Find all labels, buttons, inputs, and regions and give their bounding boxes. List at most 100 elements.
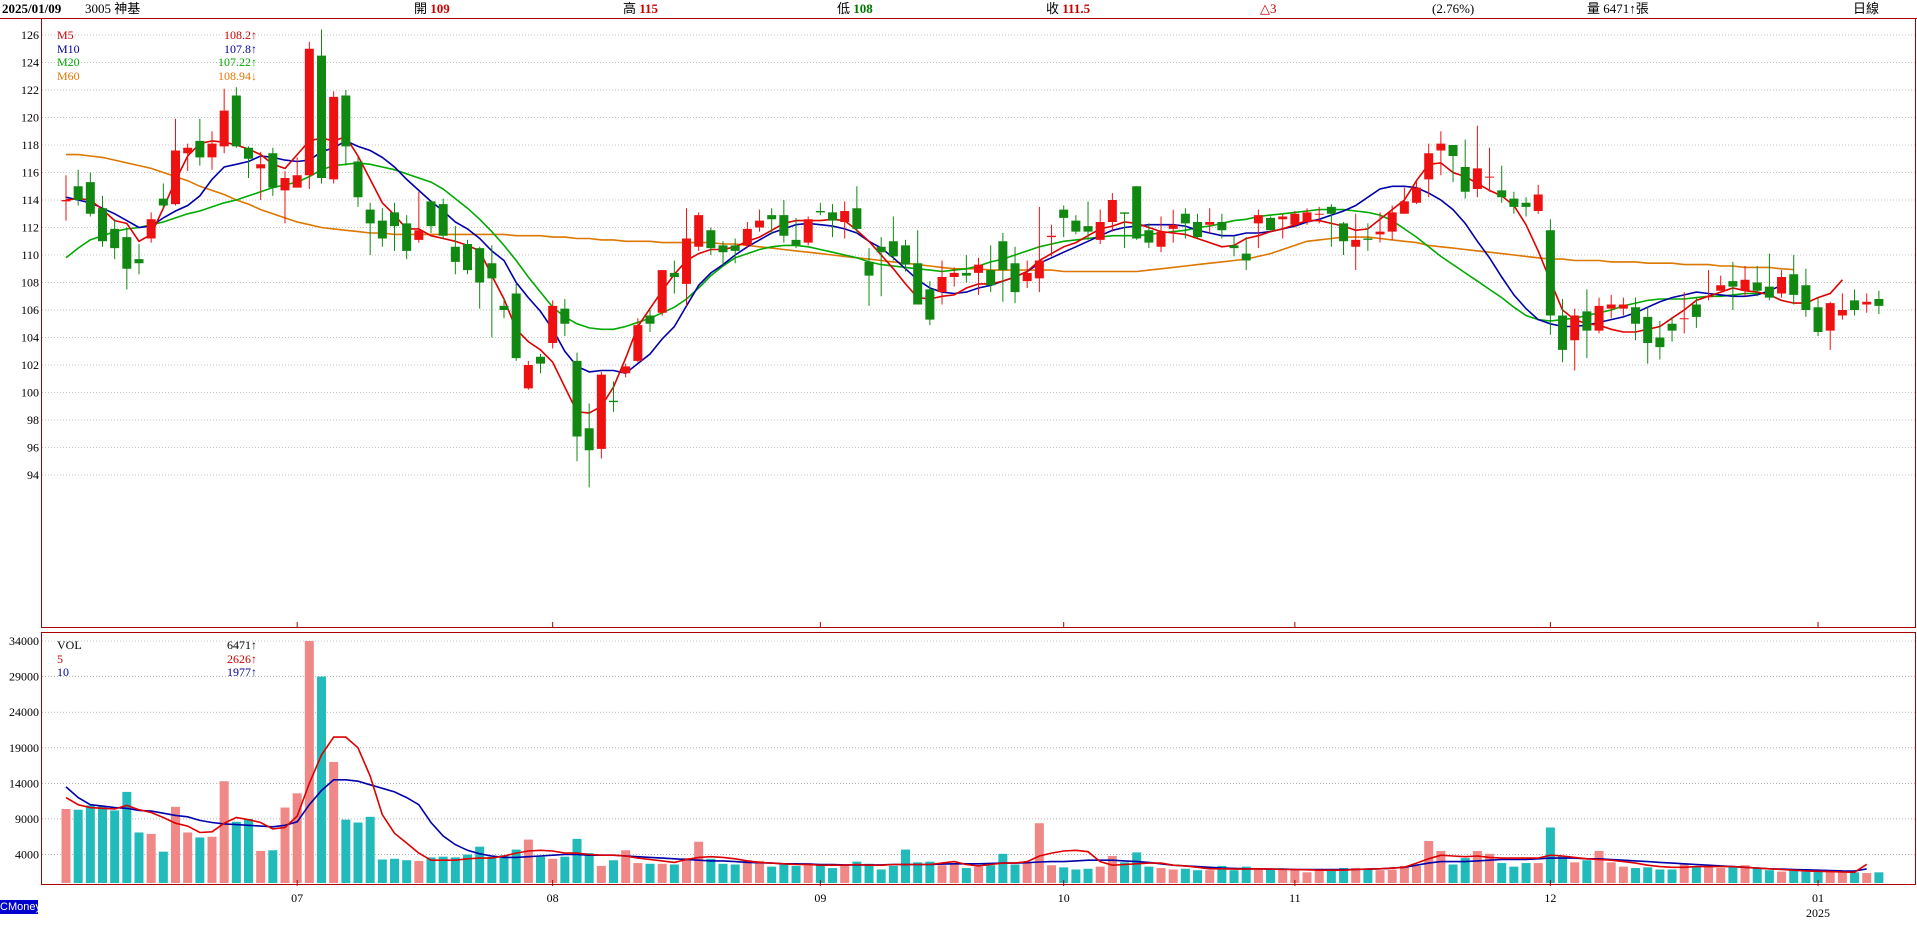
volume-bar [1387, 869, 1397, 883]
cmoney-logo: CMoney [0, 900, 41, 914]
header-period[interactable]: 日線 [1853, 1, 1880, 16]
volume-bar [1497, 863, 1507, 883]
candle-body [475, 248, 485, 283]
candle-body [633, 325, 643, 361]
candle-body [98, 208, 108, 242]
candle-body [1156, 231, 1166, 247]
candle-body [1424, 153, 1434, 180]
x-tick-label: 07 [291, 891, 303, 905]
volume-bar [1655, 869, 1665, 883]
volume-bar [1047, 865, 1057, 883]
volume-bar [402, 860, 412, 883]
volume-bar [1472, 850, 1482, 883]
volume-bar [876, 869, 886, 883]
candle-body [1558, 315, 1568, 350]
volume-bar [961, 868, 971, 883]
volume-bar [110, 810, 120, 883]
volume-bar [1509, 866, 1519, 883]
volume-bar [1229, 870, 1239, 883]
volume-bar [73, 809, 83, 883]
candle-body [292, 175, 302, 188]
volume-bar [280, 807, 290, 883]
candle-body [888, 241, 898, 257]
x-tick-label: 08 [547, 891, 559, 905]
candle-body [1813, 307, 1823, 332]
candle-body [840, 211, 850, 222]
volume-bar [207, 836, 217, 883]
legend-value: 6471↑ [227, 638, 257, 652]
legend-name: 10 [57, 665, 69, 679]
candle-body [1850, 300, 1860, 310]
volume-bar [718, 863, 728, 883]
candle-body [1874, 299, 1884, 306]
candle-body [1083, 226, 1093, 232]
candle-body [961, 272, 971, 276]
volume-bar [1314, 869, 1324, 883]
volume-bar [231, 821, 241, 883]
candle-body [609, 400, 619, 403]
volume-bar [1326, 869, 1336, 883]
candle-body [974, 264, 984, 273]
candle-body [1460, 167, 1470, 192]
volume-bar [1485, 853, 1495, 883]
volume-bar [1241, 866, 1251, 883]
volume-bar [609, 860, 619, 883]
legend-vol5: 5 2626↑ [57, 652, 257, 667]
candle-body [1436, 143, 1446, 151]
volume-bar [1339, 868, 1349, 883]
candle-body [1618, 304, 1628, 309]
candle-body [755, 220, 765, 228]
volume-bar [1168, 869, 1178, 883]
volume-bar [584, 853, 594, 883]
volume-bar [621, 850, 631, 883]
candle-body [353, 161, 363, 198]
candle-body [1168, 224, 1178, 229]
candle-body [1022, 272, 1032, 282]
candle-body [1351, 239, 1361, 247]
candle-body [1728, 281, 1738, 287]
volume-bar [219, 781, 229, 883]
price-tick-label: 96 [27, 441, 39, 455]
volume-bar [1631, 868, 1641, 883]
candle-body [864, 261, 874, 276]
candle-body [1339, 223, 1349, 242]
volume-bar [1740, 865, 1750, 883]
candle-body [913, 263, 923, 305]
price-tick-label: 118 [21, 138, 39, 152]
candle-body [317, 55, 327, 178]
volume-bar [1205, 870, 1215, 883]
candlestick-layer [61, 29, 1884, 488]
candle-body [110, 228, 120, 249]
candle-body [183, 147, 193, 154]
candle-body [1764, 286, 1774, 298]
candle-body [1606, 304, 1616, 309]
price-tick-label: 124 [21, 56, 39, 70]
volume-bar [499, 855, 509, 883]
volume-bar [1424, 841, 1434, 883]
header-low: 低 108 [837, 0, 873, 18]
volume-bar [1034, 823, 1044, 883]
legend-value: 107.22↑ [218, 55, 257, 69]
candle-body [937, 277, 947, 293]
volume-bar [1789, 870, 1799, 883]
volume-bar [1728, 866, 1738, 883]
candle-body [682, 238, 692, 284]
candle-body [1326, 206, 1336, 214]
high-value: 115 [639, 1, 659, 16]
candle-body [390, 212, 400, 227]
candle-body [463, 244, 473, 271]
header-change: △3 [1260, 1, 1277, 16]
volume-bar [317, 676, 327, 883]
x-tick-label: 01 [1812, 891, 1824, 905]
volume-tick-label: 9000 [15, 812, 39, 826]
volume-bar [1278, 870, 1288, 883]
open-value: 109 [430, 1, 450, 16]
volume-bar [730, 864, 740, 883]
volume-bar [1412, 865, 1422, 883]
volume-bar [548, 858, 558, 883]
candle-body [1229, 245, 1239, 249]
candle-body [134, 259, 144, 264]
volume-bar [329, 762, 339, 883]
header-change-pct: (2.76%) [1432, 1, 1475, 16]
price-tick-label: 100 [21, 386, 39, 400]
